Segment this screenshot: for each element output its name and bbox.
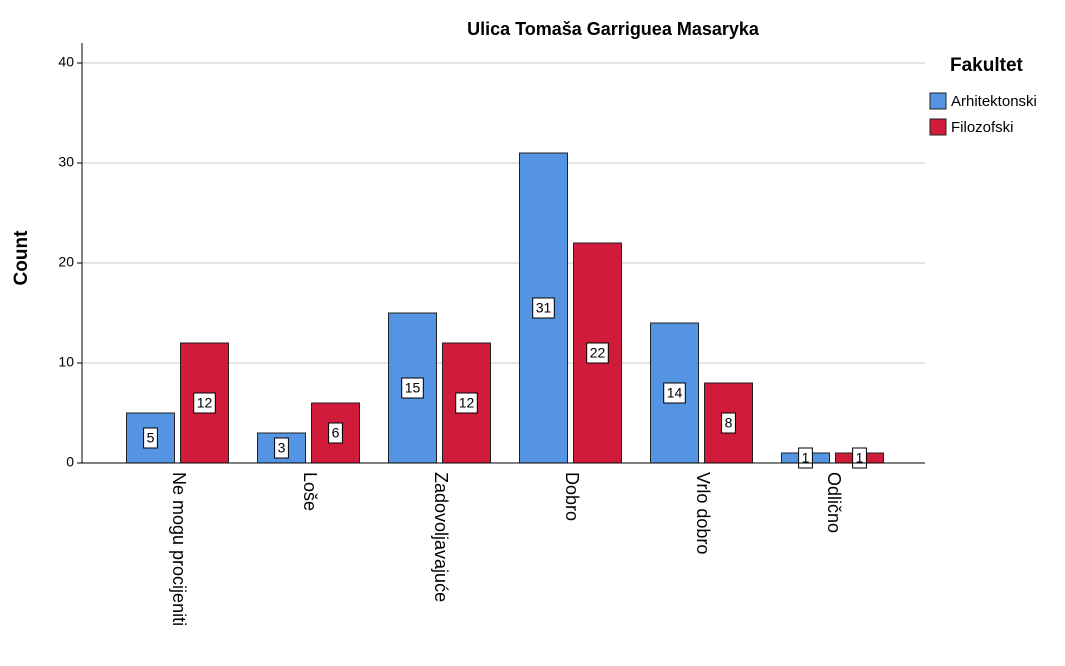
- value-label: 5: [147, 430, 155, 446]
- y-tick-label: 30: [58, 154, 74, 170]
- y-tick-label: 20: [58, 254, 74, 270]
- legend-swatch: [929, 118, 947, 136]
- value-label-box: [193, 392, 216, 414]
- value-label: 1: [856, 450, 864, 466]
- value-label-group: 14: [663, 382, 686, 404]
- value-label-box: [721, 412, 736, 434]
- value-label-box: [586, 342, 609, 364]
- x-tick-label: Dobro: [562, 472, 582, 521]
- value-label-box: [455, 392, 478, 414]
- value-label: 12: [459, 395, 475, 411]
- value-label: 31: [536, 300, 552, 316]
- value-label-box: [401, 377, 424, 399]
- value-label-group: 15: [401, 377, 424, 399]
- y-tick-label: 40: [58, 54, 74, 70]
- value-label-group: 12: [193, 392, 216, 414]
- x-tick-label: Vrlo dobro: [693, 472, 713, 554]
- y-tick-label: 10: [58, 354, 74, 370]
- value-label: 3: [278, 440, 286, 456]
- value-label: 15: [405, 380, 421, 396]
- value-label: 12: [197, 395, 213, 411]
- y-tick-label: 0: [66, 454, 74, 470]
- value-label: 1: [802, 450, 810, 466]
- value-label-group: 31: [532, 297, 555, 319]
- x-tick-label: Loše: [300, 472, 320, 511]
- value-label: 8: [725, 415, 733, 431]
- value-label-box: [328, 422, 343, 444]
- value-label-group: 6: [328, 422, 343, 444]
- value-label: 22: [590, 345, 606, 361]
- legend-label: Filozofski: [951, 119, 1014, 136]
- y-axis-label: Count: [11, 230, 32, 286]
- legend-title: Fakultet: [950, 55, 1024, 76]
- value-label-group: 12: [455, 392, 478, 414]
- value-label-box: [663, 382, 686, 404]
- legend-swatch: [929, 92, 947, 110]
- x-tick-label: Ne mogu procijeniti: [169, 472, 189, 626]
- value-label-group: 3: [274, 437, 289, 459]
- chart-title: Ulica Tomaša Garriguea Masaryka: [467, 19, 760, 39]
- value-label-box: [274, 437, 289, 459]
- legend-label: Arhitektonski: [951, 93, 1037, 110]
- value-label-box: [532, 297, 555, 319]
- x-tick-label: Zadovoljavajuće: [431, 472, 451, 602]
- value-label-group: 8: [721, 412, 736, 434]
- x-tick-label: Odlično: [824, 472, 844, 533]
- value-label-group: 5: [143, 427, 158, 449]
- value-label: 6: [332, 425, 340, 441]
- value-label-group: 1: [798, 447, 813, 469]
- value-label-group: 1: [852, 447, 867, 469]
- value-label: 14: [667, 385, 683, 401]
- value-label-group: 22: [586, 342, 609, 364]
- value-label-box: [143, 427, 158, 449]
